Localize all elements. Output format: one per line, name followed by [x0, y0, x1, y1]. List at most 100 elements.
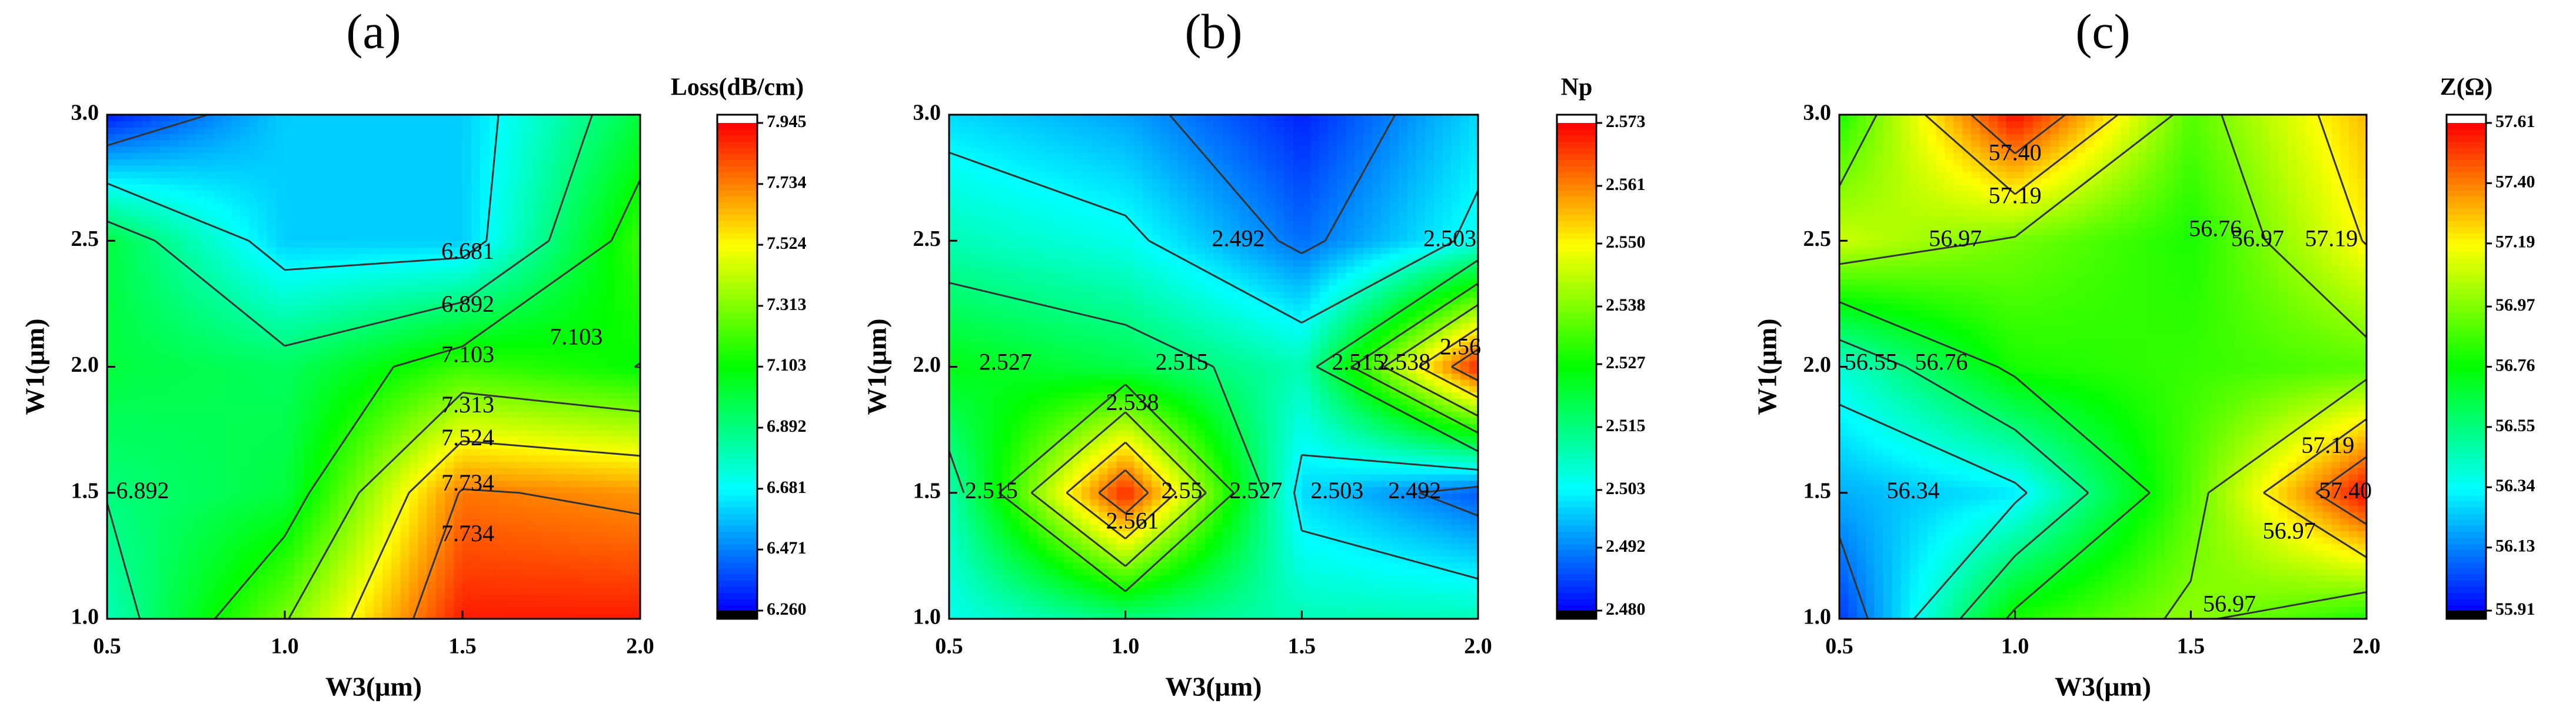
- contour-fill: [196, 310, 205, 317]
- contour-fill: [320, 379, 330, 386]
- contour-fill: [338, 467, 348, 475]
- contour-fill: [533, 146, 543, 154]
- contour-fill: [302, 158, 312, 166]
- contour-fill: [587, 127, 597, 134]
- contour-fill: [435, 272, 445, 279]
- contour-fill: [311, 461, 321, 468]
- contour-fill: [178, 461, 188, 468]
- contour-fill: [214, 348, 224, 355]
- contour-fill: [258, 246, 268, 254]
- contour-fill: [613, 587, 623, 594]
- contour-fill: [329, 448, 339, 456]
- colorbar-fill: [717, 256, 757, 264]
- contour-fill: [578, 455, 588, 462]
- contour-fill: [285, 322, 294, 330]
- contour-fill: [134, 467, 144, 475]
- contour-fill: [364, 234, 374, 242]
- contour-fill: [391, 568, 401, 575]
- contour-fill: [462, 373, 472, 380]
- contour-fill: [595, 209, 605, 216]
- contour-fill: [205, 285, 214, 292]
- contour-fill: [231, 215, 241, 222]
- contour-fill: [542, 215, 552, 222]
- contour-fill: [569, 531, 579, 538]
- contour-fill: [391, 316, 401, 324]
- contour-fill: [542, 246, 552, 254]
- contour-fill: [435, 178, 445, 185]
- contour-fill: [267, 436, 277, 443]
- contour-fill: [604, 158, 614, 166]
- contour-fill: [444, 234, 454, 242]
- contour-fill: [533, 606, 543, 614]
- contour-fill: [480, 373, 490, 380]
- contour-fill: [240, 202, 250, 210]
- contour-fill: [587, 562, 597, 569]
- contour-fill: [178, 158, 188, 166]
- contour-fill: [196, 448, 205, 456]
- contour-fill: [489, 486, 499, 494]
- contour-fill: [142, 272, 152, 279]
- contour-fill: [347, 297, 357, 305]
- contour-fill: [507, 429, 517, 437]
- contour-fill: [613, 246, 623, 254]
- contour-fill: [311, 575, 321, 582]
- contour-fill: [444, 385, 454, 393]
- contour-fill: [444, 354, 454, 361]
- contour-fill: [231, 196, 241, 204]
- contour-fill: [560, 139, 570, 147]
- contour-fill: [320, 486, 330, 494]
- contour-fill: [427, 594, 437, 601]
- contour-fill: [560, 436, 570, 443]
- contour-fill: [507, 587, 517, 594]
- contour-fill: [178, 272, 188, 279]
- contour-fill: [409, 202, 419, 210]
- contour-label: 7.524: [441, 424, 494, 451]
- contour-fill: [231, 461, 241, 468]
- contour-fill: [480, 461, 490, 468]
- contour-fill: [329, 543, 339, 550]
- contour-fill: [542, 190, 552, 198]
- contour-fill: [160, 354, 170, 361]
- contour-fill: [560, 178, 570, 185]
- contour-fill: [311, 253, 321, 261]
- contour-fill: [409, 429, 419, 437]
- contour-fill: [453, 385, 463, 393]
- contour-fill: [374, 266, 383, 273]
- contour-fill: [569, 139, 579, 147]
- contour-fill: [409, 196, 419, 204]
- contour-fill: [613, 272, 623, 279]
- contour-fill: [240, 278, 250, 286]
- contour-fill: [205, 115, 214, 122]
- contour-fill: [187, 304, 197, 311]
- colorbar-tick-label: 7.524: [767, 234, 807, 253]
- contour-fill: [311, 304, 321, 311]
- contour-fill: [622, 417, 632, 424]
- contour-fill: [507, 373, 517, 380]
- contour-fill: [480, 228, 490, 235]
- contour-fill: [320, 461, 330, 468]
- contour-fill: [604, 385, 614, 393]
- contour-fill: [240, 335, 250, 342]
- contour-fill: [302, 178, 312, 185]
- contour-fill: [382, 360, 392, 368]
- contour-fill: [587, 184, 597, 191]
- contour-fill: [267, 121, 277, 128]
- contour-fill: [489, 549, 499, 556]
- contour-fill: [329, 549, 339, 556]
- contour-fill: [355, 341, 365, 349]
- contour-fill: [462, 549, 472, 556]
- contour-fill: [116, 354, 125, 361]
- contour-fill: [524, 417, 534, 424]
- contour-fill: [285, 511, 294, 519]
- contour-fill: [347, 228, 357, 235]
- contour-fill: [507, 474, 517, 481]
- contour-fill: [515, 385, 525, 393]
- contour-fill: [542, 511, 552, 519]
- contour-line: [106, 502, 141, 619]
- contour-fill: [374, 511, 383, 519]
- contour-fill: [427, 505, 437, 512]
- colorbar-fill: [717, 555, 757, 562]
- contour-fill: [515, 341, 525, 349]
- contour-fill: [507, 202, 517, 210]
- contour-fill: [267, 581, 277, 588]
